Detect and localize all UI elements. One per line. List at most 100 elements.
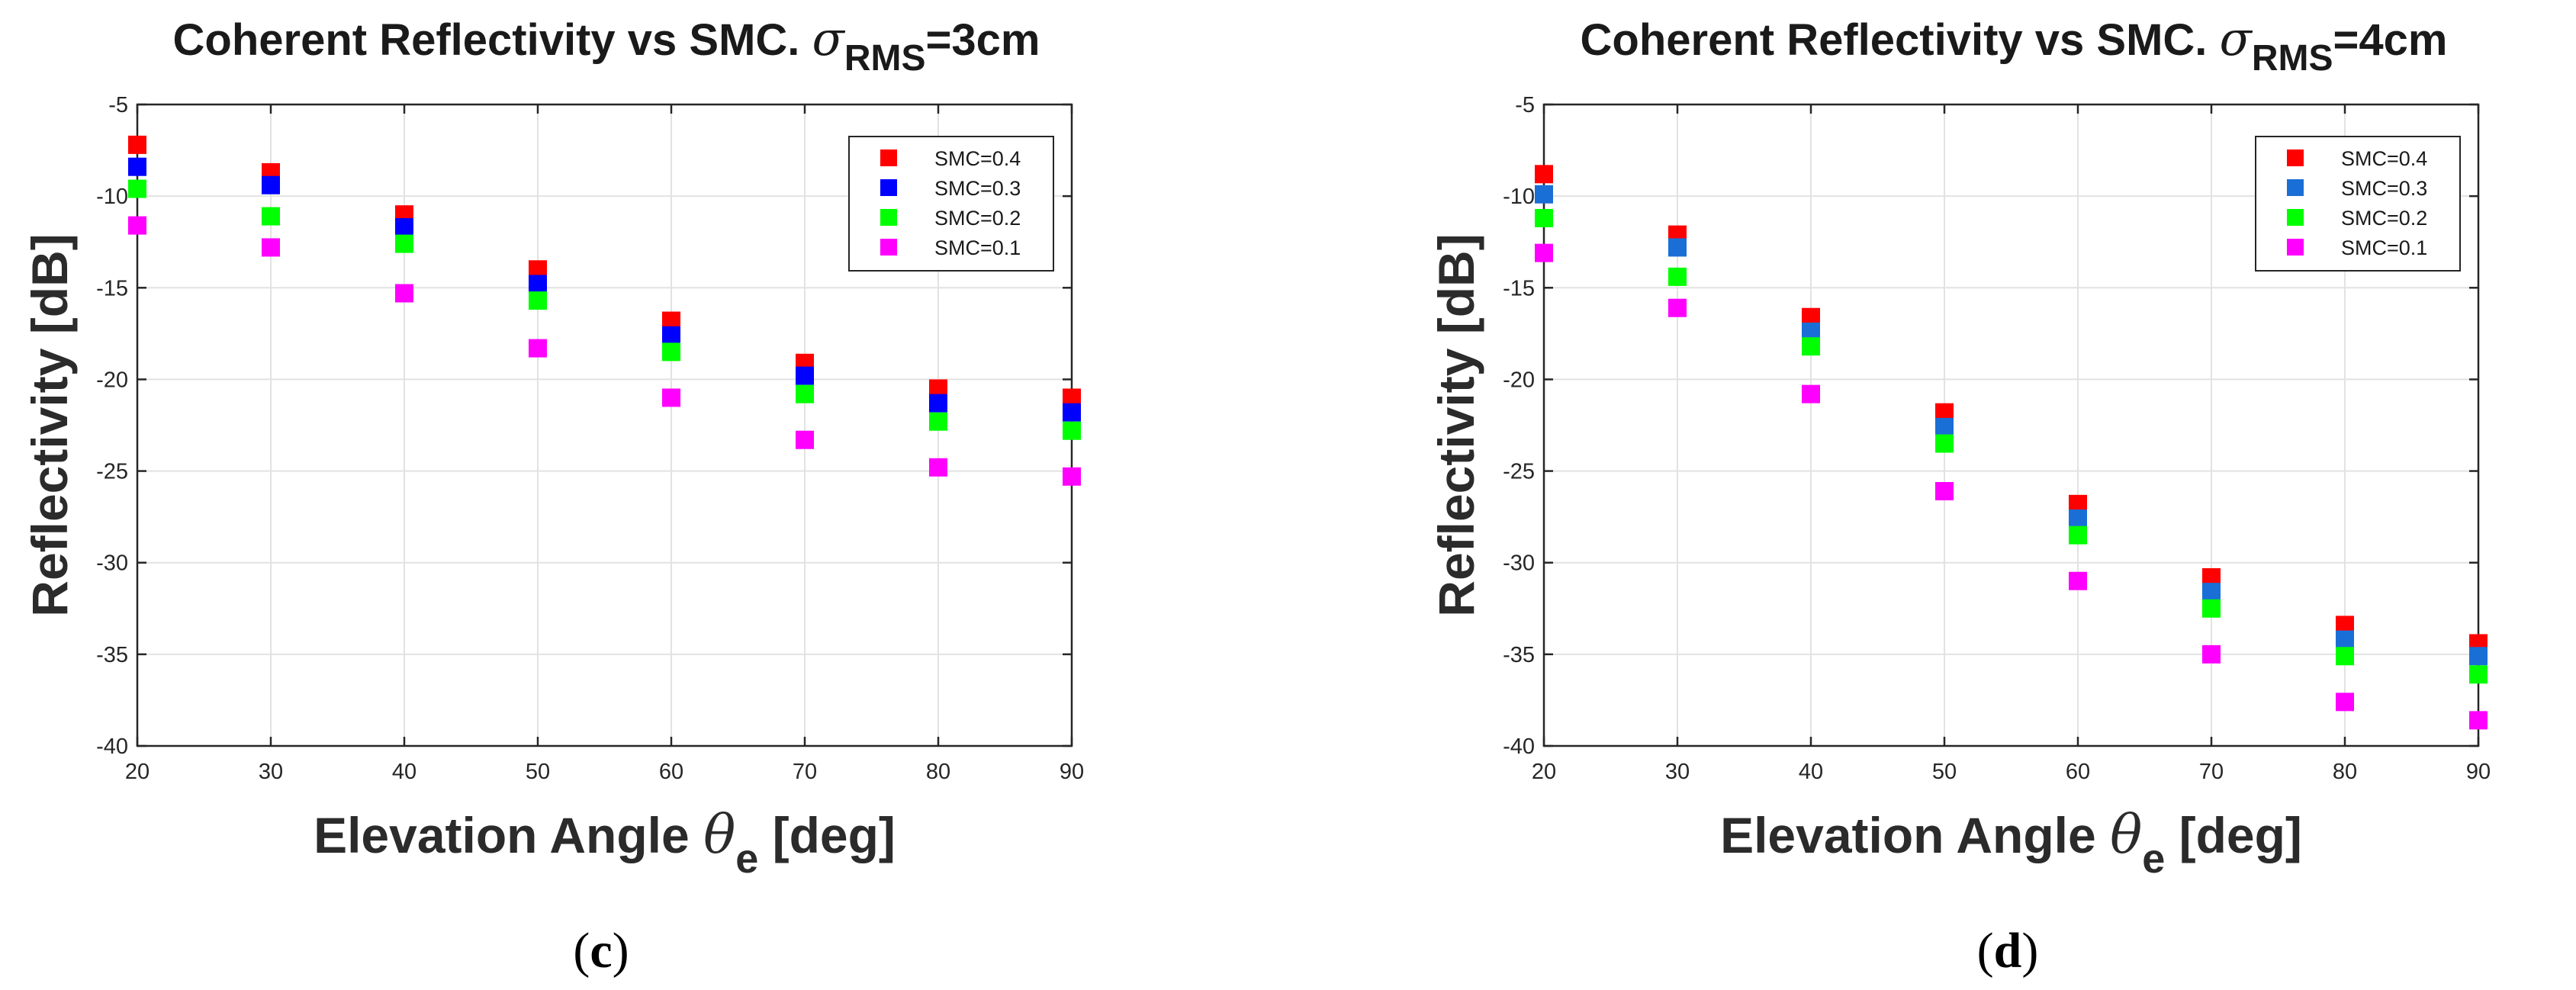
data-point <box>128 135 146 154</box>
xlabel-suffix: [deg] <box>758 807 896 863</box>
data-point <box>1535 243 1553 262</box>
caption-paren-close: ) <box>2021 923 2038 979</box>
data-point <box>929 458 947 477</box>
xlabel-theta: θ <box>703 803 735 866</box>
legend-marker <box>2287 179 2304 196</box>
y-tick-label: -10 <box>1503 185 1535 209</box>
data-point <box>1802 337 1820 356</box>
y-tick-label: -25 <box>1503 460 1535 484</box>
data-point <box>1668 298 1687 317</box>
x-tick-label: 40 <box>1799 760 1823 784</box>
data-point <box>128 216 146 235</box>
data-point <box>1063 421 1081 440</box>
caption-paren-open: ( <box>573 923 590 979</box>
series-smc-0.1 <box>1535 243 2488 730</box>
legend-label: SMC=0.2 <box>934 207 1021 230</box>
chart-title: Coherent Reflectivity vs SMC. σRMS=4cm <box>1581 11 2448 79</box>
data-point <box>1935 434 1954 453</box>
y-tick-label: -40 <box>96 734 128 759</box>
data-point <box>1802 384 1820 403</box>
series-smc-0.3 <box>1535 185 2488 666</box>
x-tick-label: 30 <box>1665 760 1690 784</box>
data-point <box>1935 482 1954 501</box>
x-tick-label: 70 <box>793 760 817 784</box>
data-point <box>2469 647 2488 666</box>
caption-paren-open: ( <box>1977 923 1994 979</box>
y-tick-label: -5 <box>108 93 128 117</box>
y-tick-label: -10 <box>96 185 128 209</box>
title-text: Coherent Reflectivity vs SMC. <box>1581 15 2220 65</box>
y-tick-label: -40 <box>1503 734 1535 759</box>
series-smc-0.2 <box>128 179 1081 440</box>
series-smc-0.2 <box>1535 208 2488 684</box>
xlabel-text: Elevation Angle <box>1720 807 2110 863</box>
data-point <box>262 175 280 194</box>
xlabel-subscript: e <box>735 836 758 882</box>
y-tick-label: -35 <box>1503 643 1535 667</box>
data-point <box>662 388 680 407</box>
data-point <box>929 412 947 431</box>
data-point <box>2069 526 2087 545</box>
data-point <box>1668 267 1687 286</box>
caption-paren-close: ) <box>613 923 629 979</box>
y-tick-label: -35 <box>96 643 128 667</box>
chart-panel-c: 20 30 40 50 60 70 80 90 -5 -10 -15 -20 -25 -30 -35 -40 S… <box>21 11 1084 979</box>
y-axis-label: Reflectivity [dB] <box>1428 233 1484 616</box>
legend-label: SMC=0.3 <box>2341 177 2427 200</box>
data-point <box>2069 509 2087 529</box>
title-suffix: =4cm <box>2333 15 2448 65</box>
panel-caption: (c) <box>573 923 629 979</box>
data-point <box>395 217 413 236</box>
series-smc-0.3 <box>128 157 1081 422</box>
legend-label: SMC=0.3 <box>934 177 1021 200</box>
legend-label: SMC=0.4 <box>2341 147 2427 170</box>
legend-label: SMC=0.1 <box>2341 236 2427 259</box>
x-axis-label: Elevation Angle θe [deg] <box>1720 803 2302 882</box>
legend-marker <box>2287 239 2304 256</box>
y-axis-label: Reflectivity [dB] <box>21 233 78 616</box>
x-tick-label: 70 <box>2199 760 2224 784</box>
y-tick-label: -15 <box>1503 276 1535 301</box>
legend-marker <box>2287 149 2304 166</box>
x-tick-label: 20 <box>1532 760 1556 784</box>
x-tick-label: 30 <box>259 760 283 784</box>
xlabel-suffix: [deg] <box>2165 807 2302 863</box>
data-point <box>662 342 680 362</box>
data-point <box>662 326 680 345</box>
data-point <box>262 238 280 257</box>
data-point <box>1535 208 1553 227</box>
title-sigma: σ <box>2220 11 2253 66</box>
y-tick-label: -20 <box>96 368 128 392</box>
legend-label: SMC=0.2 <box>2341 207 2427 230</box>
data-point <box>796 430 814 449</box>
data-point <box>529 291 547 310</box>
y-tick-label: -20 <box>1503 368 1535 392</box>
x-tick-label: 50 <box>1932 760 1957 784</box>
data-point <box>1535 185 1553 204</box>
x-tick-label: 50 <box>526 760 550 784</box>
data-point <box>2336 647 2354 666</box>
caption-letter: d <box>1994 923 2022 979</box>
legend-marker <box>880 239 897 256</box>
y-tick-label: -15 <box>96 276 128 301</box>
xlabel-subscript: e <box>2142 836 2165 882</box>
x-tick-label: 60 <box>659 760 683 784</box>
y-tick-label: -30 <box>1503 551 1535 576</box>
title-suffix: =3cm <box>926 15 1040 65</box>
title-subscript: RMS <box>2252 38 2333 79</box>
data-point <box>1668 238 1687 257</box>
data-point <box>929 394 947 413</box>
data-point <box>395 284 413 303</box>
x-axis-label: Elevation Angle θe [deg] <box>314 803 896 882</box>
data-point <box>796 366 814 385</box>
legend-marker <box>2287 209 2304 226</box>
data-point <box>128 179 146 198</box>
x-tick-label: 20 <box>125 760 150 784</box>
data-point <box>395 234 413 253</box>
x-tick-label: 60 <box>2066 760 2090 784</box>
data-point <box>1535 165 1553 184</box>
xlabel-text: Elevation Angle <box>314 807 703 863</box>
x-tick-label: 90 <box>1060 760 1084 784</box>
chart-title: Coherent Reflectivity vs SMC. σRMS=3cm <box>173 11 1040 79</box>
title-sigma: σ <box>812 11 846 66</box>
